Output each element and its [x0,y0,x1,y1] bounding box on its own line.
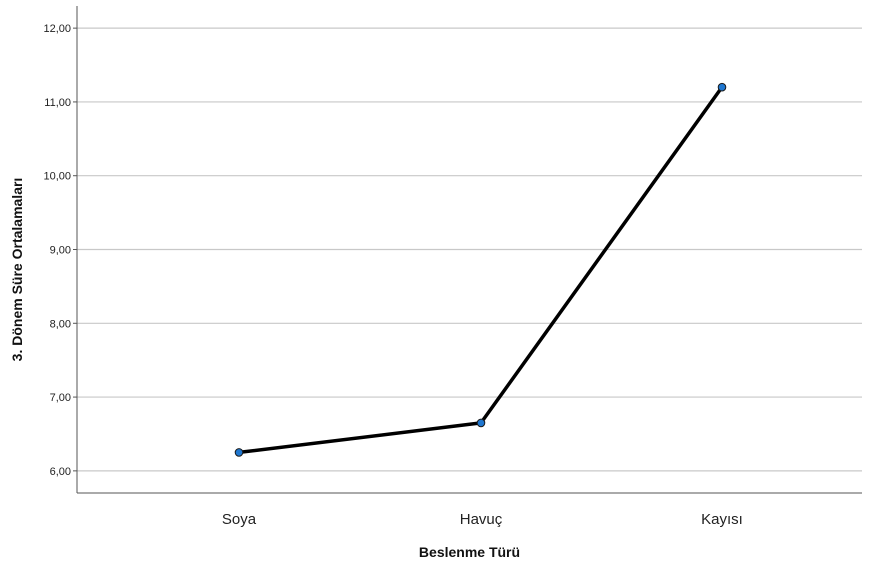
y-tick-label: 7,00 [50,392,71,404]
y-tick-label: 11,00 [44,97,71,109]
series [234,82,727,457]
y-axis-title: 3. Dönem Süre Ortalamaları [9,178,25,362]
y-tick-label: 10,00 [43,171,71,183]
x-tick-label: Soya [222,511,257,528]
data-point [717,82,727,92]
data-point [234,448,244,457]
y-tick-label: 9,00 [50,245,71,257]
y-tick-label: 8,00 [50,318,71,330]
x-axis-ticks: Soya Havuç Kayısı [222,511,743,528]
data-point [476,418,486,428]
y-tick-label: 12,00 [43,23,71,35]
x-axis-title: Beslenme Türü [419,544,520,560]
x-tick-label: Kayısı [701,511,743,528]
x-tick-label: Havuç [460,511,503,528]
grid-lines [77,27,862,472]
y-tick-label: 6,00 [50,466,71,478]
y-axis-ticks: 6,00 7,00 8,00 9,00 10,00 11,00 12,00 [43,23,77,478]
